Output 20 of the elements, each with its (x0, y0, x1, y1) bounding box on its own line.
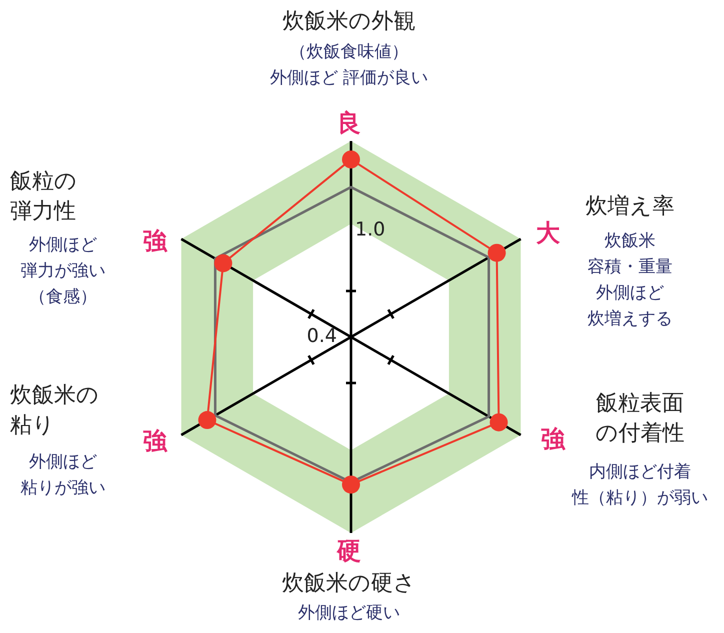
text: 外側ほど粘りが強い (20, 452, 106, 498)
text: 炊飯米容積・重量外側ほど炊増えする (588, 231, 672, 329)
text: （炊飯食味値）外側ほど 評価が良い (270, 42, 428, 88)
y-tick-label: 1.0 (355, 218, 386, 241)
y-tick-label: 0.4 (306, 325, 337, 347)
text: 強 (143, 227, 168, 255)
spoke-label: 飯粒表面の付着性 (596, 391, 684, 446)
spoke-label: 炊増え率 (586, 194, 674, 219)
text: 良 (337, 109, 361, 137)
text: 外側ほど硬い (298, 603, 400, 623)
spoke-label: 炊飯米の外観 (282, 9, 416, 34)
text: 強 (143, 427, 168, 455)
text: 硬 (336, 537, 361, 565)
text: 強 (541, 425, 566, 453)
text: 外側ほど弾力が強い（食感） (20, 235, 106, 307)
spoke-label: 炊飯米の硬さ (282, 571, 416, 596)
text: 内側ほど付着性（粘り）が弱い (571, 462, 708, 508)
text: 大 (536, 219, 561, 247)
spoke-label: 飯粒の弾力性 (10, 169, 77, 224)
spoke-label: 炊飯米の粘り (10, 383, 99, 438)
